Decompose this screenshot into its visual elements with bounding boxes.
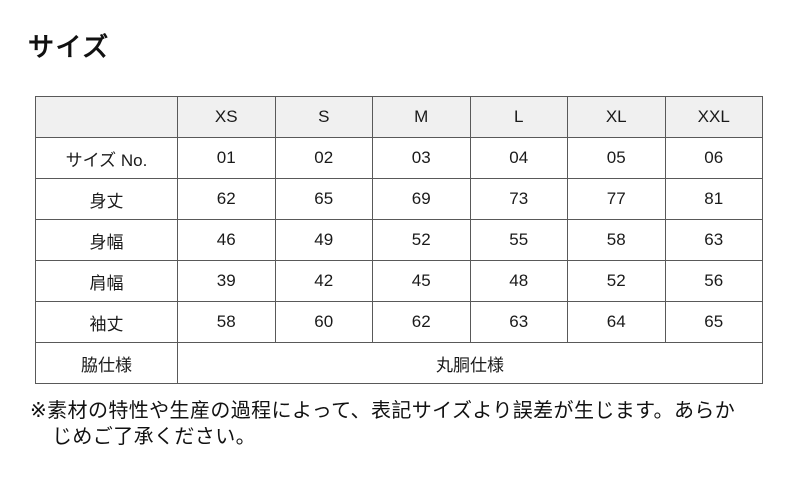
size-cell: 55 [469,219,568,261]
col-header-s: S [274,96,373,138]
size-cell: 45 [372,260,471,302]
size-cell: 62 [177,178,276,220]
size-cell: 04 [469,137,568,179]
footnote: ※素材の特性や生産の過程によって、表記サイズより誤差が生じます。あらか じめご了… [30,398,780,450]
size-cell: 52 [567,260,666,302]
row-label: 身丈 [35,178,178,220]
size-cell: 60 [274,301,373,343]
size-cell: 01 [177,137,276,179]
size-cell: 77 [567,178,666,220]
row-label: 袖丈 [35,301,178,343]
col-header-l: L [469,96,568,138]
table-row-sleeve-length: 袖丈 58 60 62 63 64 65 [35,301,763,343]
size-cell: 81 [664,178,763,220]
table-row-size-no: サイズ No. 01 02 03 04 05 06 [35,137,763,179]
size-cell: 58 [567,219,666,261]
table-row-side-spec: 脇仕様 丸胴仕様 [35,342,763,384]
size-table: XS S M L XL XXL サイズ No. 01 02 03 04 05 0… [35,96,763,384]
spec-value-cell: 丸胴仕様 [177,342,763,384]
size-cell: 03 [372,137,471,179]
size-cell: 46 [177,219,276,261]
size-cell: 48 [469,260,568,302]
size-cell: 49 [274,219,373,261]
corner-cell [35,96,178,138]
size-cell: 73 [469,178,568,220]
size-cell: 69 [372,178,471,220]
col-header-xs: XS [177,96,276,138]
col-header-xxl: XXL [664,96,763,138]
size-cell: 56 [664,260,763,302]
size-cell: 52 [372,219,471,261]
table-row-shoulder-width: 肩幅 39 42 45 48 52 56 [35,260,763,302]
row-label: 脇仕様 [35,342,178,384]
size-header-row: XS S M L XL XXL [35,96,763,138]
size-cell: 42 [274,260,373,302]
size-cell: 64 [567,301,666,343]
size-cell: 63 [664,219,763,261]
size-cell: 39 [177,260,276,302]
col-header-xl: XL [567,96,666,138]
page-title: サイズ [28,32,110,62]
size-cell: 63 [469,301,568,343]
size-cell: 05 [567,137,666,179]
size-cell: 65 [664,301,763,343]
table-row-body-length: 身丈 62 65 69 73 77 81 [35,178,763,220]
footnote-line: じめご了承ください。 [52,426,256,448]
table-row-body-width: 身幅 46 49 52 55 58 63 [35,219,763,261]
size-cell: 06 [664,137,763,179]
size-cell: 02 [274,137,373,179]
size-cell: 58 [177,301,276,343]
size-cell: 62 [372,301,471,343]
row-label: 身幅 [35,219,178,261]
col-header-m: M [372,96,471,138]
row-label: 肩幅 [35,260,178,302]
size-cell: 65 [274,178,373,220]
row-label: サイズ No. [35,137,178,179]
footnote-line: ※素材の特性や生産の過程によって、表記サイズより誤差が生じます。あらか [30,400,736,422]
